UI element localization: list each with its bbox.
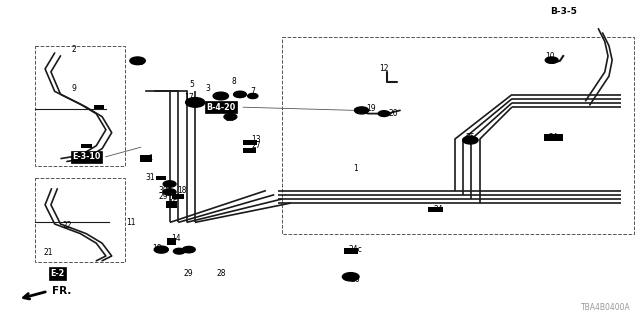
Bar bbox=[166, 201, 177, 208]
Circle shape bbox=[224, 114, 237, 120]
Text: B-3-5: B-3-5 bbox=[550, 7, 577, 16]
Circle shape bbox=[130, 57, 145, 65]
Text: 11: 11 bbox=[127, 218, 136, 227]
Text: 27: 27 bbox=[251, 141, 261, 150]
Text: 2: 2 bbox=[71, 45, 76, 54]
Text: 3: 3 bbox=[205, 84, 211, 92]
Text: 17: 17 bbox=[184, 93, 194, 102]
Text: B-4-20: B-4-20 bbox=[206, 103, 236, 112]
Circle shape bbox=[355, 107, 369, 114]
Text: 18: 18 bbox=[178, 186, 187, 195]
Bar bbox=[282, 37, 634, 234]
Text: 28: 28 bbox=[216, 269, 225, 278]
Text: 12: 12 bbox=[380, 64, 388, 73]
Bar bbox=[81, 144, 92, 148]
Bar bbox=[243, 148, 256, 153]
Text: 7: 7 bbox=[250, 87, 255, 96]
Circle shape bbox=[545, 57, 558, 63]
Text: 1: 1 bbox=[353, 164, 358, 172]
Bar bbox=[544, 134, 563, 141]
Text: 22: 22 bbox=[63, 221, 72, 230]
Circle shape bbox=[248, 93, 258, 99]
Text: 20: 20 bbox=[388, 109, 399, 118]
Circle shape bbox=[378, 111, 390, 116]
Text: 10: 10 bbox=[545, 52, 556, 60]
Text: FR.: FR. bbox=[52, 285, 72, 296]
Text: 21: 21 bbox=[44, 248, 52, 257]
Circle shape bbox=[163, 181, 176, 187]
Text: E-2: E-2 bbox=[51, 269, 65, 278]
Bar bbox=[156, 176, 166, 180]
Bar bbox=[172, 195, 184, 199]
Text: E-3-10: E-3-10 bbox=[72, 152, 100, 161]
Bar bbox=[94, 105, 104, 109]
Text: 24: 24 bbox=[548, 133, 559, 142]
Text: 24c: 24c bbox=[348, 245, 362, 254]
Circle shape bbox=[342, 273, 359, 281]
Text: 19: 19 bbox=[366, 104, 376, 113]
Text: 4: 4 bbox=[148, 154, 153, 163]
Text: TBA4B0400A: TBA4B0400A bbox=[580, 303, 630, 312]
Circle shape bbox=[182, 246, 195, 253]
Circle shape bbox=[213, 92, 228, 100]
Text: 14: 14 bbox=[171, 234, 181, 243]
Text: 18: 18 bbox=[152, 244, 161, 252]
Text: 8: 8 bbox=[231, 77, 236, 86]
Bar bbox=[166, 238, 177, 245]
Circle shape bbox=[463, 136, 478, 144]
Text: 31: 31 bbox=[145, 173, 156, 182]
Text: 15: 15 bbox=[168, 199, 178, 208]
Bar bbox=[140, 155, 152, 162]
Circle shape bbox=[234, 91, 246, 98]
Bar bbox=[428, 207, 443, 212]
Bar bbox=[344, 248, 358, 254]
Text: 23: 23 bbox=[225, 114, 236, 123]
Circle shape bbox=[186, 98, 205, 107]
Circle shape bbox=[163, 189, 176, 195]
Text: 6: 6 bbox=[138, 58, 143, 67]
Text: 9: 9 bbox=[71, 84, 76, 92]
Bar bbox=[35, 178, 125, 262]
Circle shape bbox=[154, 246, 168, 253]
Text: 5: 5 bbox=[189, 80, 195, 89]
Circle shape bbox=[173, 248, 185, 254]
Bar bbox=[243, 140, 257, 145]
Text: 26: 26 bbox=[350, 276, 360, 284]
Text: 24: 24 bbox=[433, 205, 444, 214]
Text: 13: 13 bbox=[251, 135, 261, 144]
Bar bbox=[35, 46, 125, 166]
Text: 30: 30 bbox=[158, 186, 168, 195]
Text: 25: 25 bbox=[465, 133, 476, 142]
Text: 29: 29 bbox=[158, 192, 168, 201]
Text: 29: 29 bbox=[184, 269, 194, 278]
